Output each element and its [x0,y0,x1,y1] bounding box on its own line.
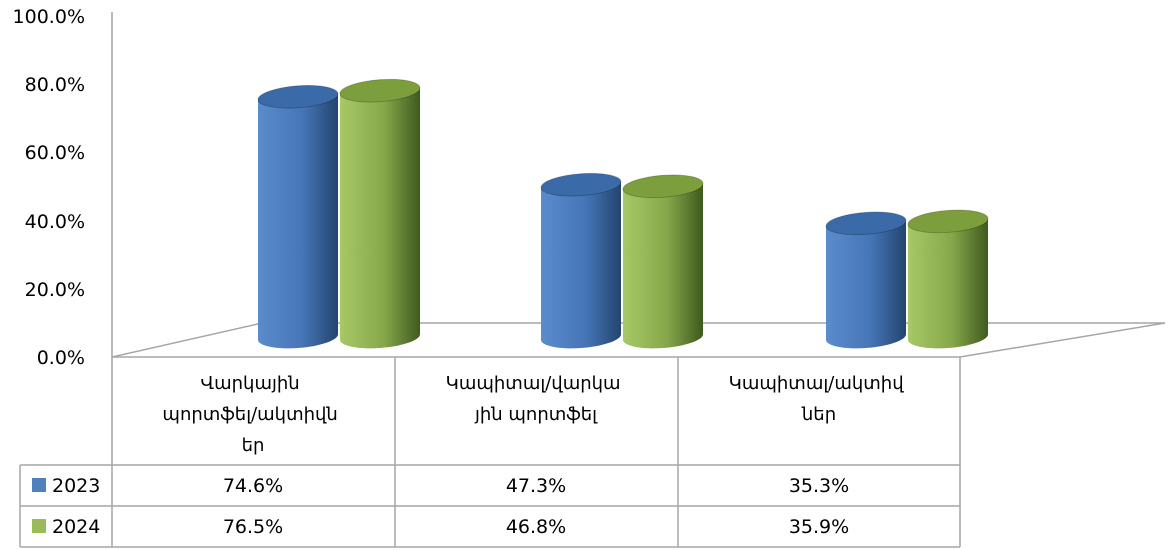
legend-key-2024 [32,519,46,533]
category-label: Կապիտալ/վարկա յին պորտֆել [446,373,627,425]
data-table [19,357,961,548]
y-tick-label: 100.0% [13,6,85,28]
table-cell: 74.6% [223,475,283,497]
table-cell: 46.8% [506,516,566,538]
floor-right-edge [959,322,1166,358]
bar-2024 [907,209,989,349]
bars-group [257,78,989,349]
table-cell: 47.3% [506,475,566,497]
y-tick-label: 0.0% [37,347,85,369]
y-tick-label: 80.0% [25,74,85,96]
legend-key-2023 [32,478,46,492]
bar-2023 [540,172,622,349]
legend-label-2023: 2023 [52,475,100,497]
table-cell: 76.5% [223,516,283,538]
bar-2023 [257,85,339,349]
y-tick-label: 60.0% [25,142,85,164]
bar-2024 [622,174,704,349]
bar-2023 [825,211,907,349]
category-label: Կապիտալ/ակտիվ ներ [729,373,910,425]
table-cell: 35.9% [789,516,849,538]
y-tick-label: 40.0% [25,211,85,233]
y-tick-label: 20.0% [25,279,85,301]
bar-2024 [339,78,421,349]
category-label: Վարկային պորտֆել/ակտիվն եր [162,373,343,456]
floor-left-edge [111,322,263,358]
table-cell: 35.3% [789,475,849,497]
legend-label-2024: 2024 [52,516,100,538]
